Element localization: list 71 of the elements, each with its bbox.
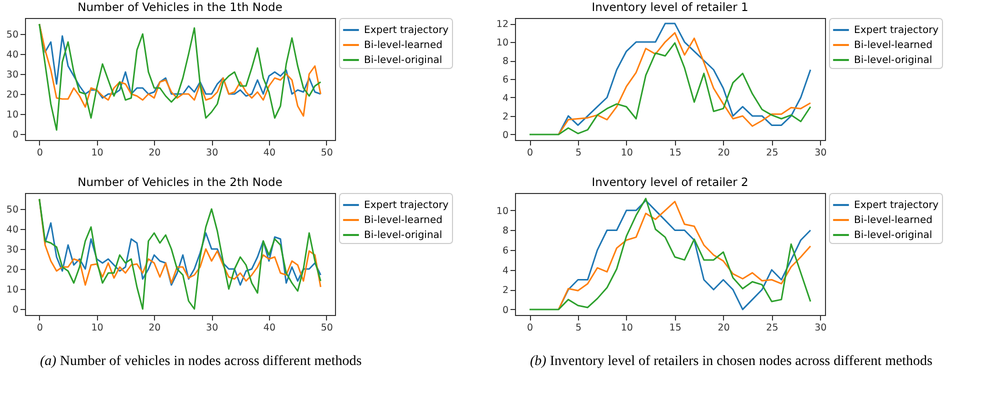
y-tick-label: 20 [6, 264, 18, 276]
x-tick-label: 10 [91, 148, 104, 158]
x-tick-label: 10 [91, 322, 104, 334]
text: (a) Number of vehicles in nodes across different methods [39, 353, 363, 370]
y-tick-label: 10 [6, 110, 18, 120]
y-tick-label: 2 [502, 111, 508, 122]
x-tick-label: 20 [718, 322, 730, 334]
legend-label: Bi-level-learned [364, 215, 442, 226]
x-tick-label: 40 [263, 322, 276, 334]
y-tick-label: 6 [502, 246, 508, 257]
y-tick-label: 40 [6, 224, 18, 236]
y-tick-label: 50 [6, 30, 18, 40]
legend-label: Bi-level-learned [854, 40, 932, 51]
x-tick-label: 25 [766, 322, 778, 334]
y-tick-label: 8 [502, 56, 508, 68]
x-tick-label: 0 [527, 148, 534, 158]
y-tick-label: 0 [12, 304, 18, 316]
x-tick-label: 15 [669, 322, 682, 334]
y-tick-label: 12 [496, 19, 508, 30]
y-tick-label: 2 [502, 285, 508, 296]
x-tick-label: 5 [575, 322, 582, 334]
legend-label: Bi-level-original [854, 230, 932, 241]
x-tick-label: 0 [527, 322, 534, 334]
y-tick-label: 10 [496, 206, 508, 217]
legend-label: Expert trajectory [364, 25, 449, 36]
x-tick-label: 20 [718, 148, 730, 158]
chart-title: Inventory level of retailer 1 [592, 0, 748, 14]
x-tick-label: 0 [36, 322, 43, 334]
y-tick-label: 10 [6, 284, 18, 296]
legend-label: Expert trajectory [364, 200, 449, 211]
legend-label: Bi-level-learned [364, 40, 442, 51]
x-tick-label: 30 [206, 322, 218, 334]
legend-label: Expert trajectory [854, 25, 939, 36]
y-tick-label: 20 [6, 90, 18, 100]
line-series [528, 42, 812, 136]
x-tick-label: 0 [36, 148, 43, 158]
x-tick-label: 50 [320, 322, 333, 334]
legend-label: Bi-level-learned [854, 215, 932, 226]
x-tick-label: 10 [620, 322, 633, 334]
x-tick-label: 50 [320, 148, 333, 158]
x-tick-label: 15 [669, 148, 682, 158]
y-tick-label: 0 [502, 304, 508, 316]
chart-title: Inventory level of retailer 2 [592, 175, 748, 189]
y-tick-label: 4 [502, 92, 508, 104]
x-tick-label: 10 [620, 148, 633, 158]
text: (b) Inventory level of retailers in chosen nodes across different methods [529, 353, 934, 370]
x-tick-label: 20 [148, 322, 161, 334]
legend-label: Bi-level-original [854, 55, 932, 66]
y-tick-label: 0 [502, 130, 508, 141]
y-tick-label: 50 [6, 204, 18, 216]
x-tick-label: 5 [575, 148, 582, 158]
chart-title: Number of Vehicles in the 1th Node [78, 0, 282, 14]
x-tick-label: 30 [814, 322, 827, 334]
y-tick-label: 40 [6, 50, 18, 60]
x-tick-label: 20 [148, 148, 161, 158]
x-tick-label: 30 [206, 148, 218, 158]
line-series [38, 198, 322, 310]
y-tick-label: 0 [12, 130, 18, 140]
x-tick-label: 30 [814, 148, 827, 158]
y-tick-label: 4 [502, 265, 508, 276]
chart-title: Number of Vehicles in the 2th Node [78, 175, 282, 189]
legend-label: Expert trajectory [854, 200, 939, 211]
x-tick-label: 25 [766, 148, 778, 158]
legend-label: Bi-level-original [364, 230, 442, 241]
y-tick-label: 10 [496, 38, 508, 49]
y-tick-label: 30 [6, 70, 18, 80]
y-tick-label: 6 [502, 74, 508, 86]
x-tick-label: 40 [263, 148, 276, 158]
y-tick-label: 30 [6, 244, 18, 256]
legend-label: Bi-level-original [364, 55, 442, 66]
y-tick-label: 8 [502, 226, 508, 237]
